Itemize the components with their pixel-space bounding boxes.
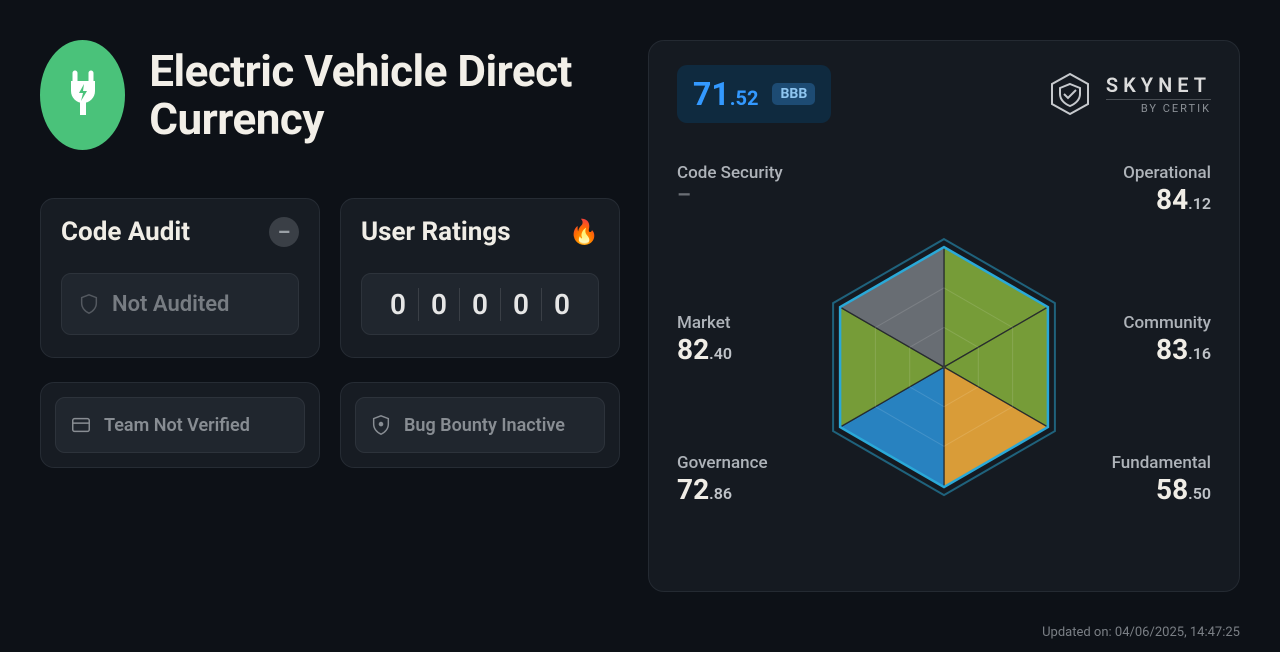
metric-value: – (677, 183, 783, 208)
rating-digits: 0 0 0 0 0 (361, 273, 599, 335)
skynet-logo-icon (1046, 70, 1094, 118)
rating-digit: 0 (460, 288, 501, 321)
brand: SKYNET BY CERTIK (1046, 70, 1211, 118)
cards-row-2: Team Not Verified Bug Bounty Inactive (40, 382, 620, 468)
metric-label: Code Security (677, 163, 783, 183)
rating-digit: 0 (501, 288, 542, 321)
bug-bounty-pill: Bug Bounty Inactive (355, 397, 605, 453)
rating-digit: 0 (542, 288, 582, 321)
metric-fundamental: Fundamental 58.50 (1112, 453, 1211, 506)
code-audit-card[interactable]: Code Audit – Not Audited (40, 198, 320, 358)
metric-dec: .16 (1188, 344, 1211, 363)
metric-label: Market (677, 313, 732, 333)
rating-digit: 0 (378, 288, 419, 321)
metric-label: Community (1123, 313, 1211, 333)
score-dec: .52 (730, 86, 759, 110)
rating-digit: 0 (419, 288, 460, 321)
metric-market: Market 82.40 (677, 313, 732, 366)
score-header: 71.52 BBB SKYNET BY CERTIK (677, 65, 1211, 123)
metric-dec: .86 (709, 484, 732, 503)
project-header: Electric Vehicle Direct Currency (40, 40, 620, 150)
metric-community: Community 83.16 (1123, 313, 1211, 366)
metric-label: Governance (677, 453, 768, 473)
code-audit-title: Code Audit (61, 217, 190, 247)
metric-operational: Operational 84.12 (1123, 163, 1211, 216)
radar-area: Code Security – Operational 84.12 Market… (677, 163, 1211, 563)
user-ratings-header: User Ratings 🔥 (361, 217, 599, 247)
audit-status-pill: Not Audited (61, 273, 299, 335)
score-panel: 71.52 BBB SKYNET BY CERTIK Code Security (648, 40, 1240, 592)
user-ratings-card[interactable]: User Ratings 🔥 0 0 0 0 0 (340, 198, 620, 358)
cards-row-1: Code Audit – Not Audited User Ratings 🔥 … (40, 198, 620, 358)
shield-bug-icon (370, 414, 392, 436)
score-int: 71 (693, 75, 730, 113)
metric-int: 58 (1156, 473, 1188, 506)
metric-label: Fundamental (1112, 453, 1211, 473)
metric-dec: .40 (709, 344, 732, 363)
team-card[interactable]: Team Not Verified (40, 382, 320, 468)
team-text: Team Not Verified (104, 415, 250, 436)
dashboard-root: Electric Vehicle Direct Currency Code Au… (0, 0, 1280, 592)
minus-badge-icon: – (269, 217, 299, 247)
fire-icon: 🔥 (569, 218, 599, 246)
metric-dec: .12 (1188, 194, 1211, 213)
updated-timestamp: Updated on: 04/06/2025, 14:47:25 (1042, 625, 1240, 640)
left-column: Electric Vehicle Direct Currency Code Au… (40, 40, 620, 592)
metric-int: 82 (677, 333, 709, 366)
score-pill[interactable]: 71.52 BBB (677, 65, 831, 123)
radar-hexagon (804, 217, 1084, 521)
bug-bounty-card[interactable]: Bug Bounty Inactive (340, 382, 620, 468)
code-audit-header: Code Audit – (61, 217, 299, 247)
shield-outline-icon (78, 293, 100, 315)
id-card-icon (70, 414, 92, 436)
rating-badge: BBB (772, 83, 815, 105)
team-pill: Team Not Verified (55, 397, 305, 453)
audit-status-text: Not Audited (112, 292, 229, 317)
metric-dec: .50 (1188, 484, 1211, 503)
ev-plug-icon (55, 67, 111, 123)
project-title: Electric Vehicle Direct Currency (149, 47, 620, 144)
metric-int: 83 (1156, 333, 1188, 366)
metric-int: 84 (1156, 183, 1188, 216)
metric-label: Operational (1123, 163, 1211, 183)
brand-sub: BY CERTIK (1106, 99, 1211, 115)
metric-governance: Governance 72.86 (677, 453, 768, 506)
project-logo (40, 40, 125, 150)
bug-bounty-text: Bug Bounty Inactive (404, 415, 565, 436)
user-ratings-title: User Ratings (361, 217, 511, 247)
metric-int: 72 (677, 473, 709, 506)
metric-code-security: Code Security – (677, 163, 783, 208)
brand-name: SKYNET (1106, 73, 1211, 97)
